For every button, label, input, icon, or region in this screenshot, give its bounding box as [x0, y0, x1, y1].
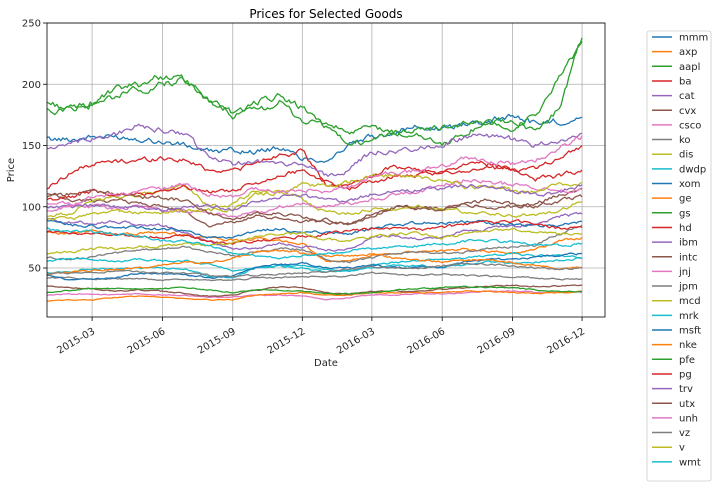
legend-label-intc: intc: [679, 252, 698, 263]
x-tick-label: 2015-06: [126, 326, 168, 356]
series-line-ko: [46, 271, 583, 282]
series-line-dis: [46, 183, 583, 218]
legend-label-dwdp: dwdp: [679, 164, 706, 175]
legend-label-hd: hd: [679, 223, 692, 234]
series-line-ibm: [46, 123, 583, 177]
y-axis-ticks: 50 100 150 200 250: [22, 19, 47, 275]
series-line-wmt: [46, 227, 583, 260]
legend-label-xom: xom: [679, 179, 700, 190]
legend-label-dis: dis: [679, 150, 693, 161]
y-tick-label: 50: [28, 264, 41, 275]
legend-label-ko: ko: [679, 135, 691, 146]
series-line-pfe: [46, 285, 583, 295]
series-line-intc: [46, 284, 583, 298]
series-line-aapl: [46, 37, 583, 137]
x-tick-label: 2016-09: [476, 326, 518, 356]
legend-label-mcd: mcd: [679, 296, 701, 307]
series-line-v: [46, 227, 583, 255]
series-line-gs: [46, 41, 583, 147]
series-line-ge: [46, 290, 583, 302]
series-lines: [46, 37, 583, 302]
legend-label-pg: pg: [679, 369, 692, 380]
plot-frame: [46, 22, 606, 318]
series-line-axp: [46, 229, 583, 263]
legend-label-mmm: mmm: [679, 33, 708, 44]
y-tick-label: 200: [22, 80, 41, 91]
legend-label-utx: utx: [679, 399, 695, 410]
legend-label-trv: trv: [679, 384, 693, 395]
legend-label-nke: nke: [679, 340, 697, 351]
x-tick-label: 2015-09: [196, 326, 238, 356]
series-line-nke: [46, 249, 583, 276]
series-line-utx: [46, 189, 583, 226]
legend-label-v: v: [679, 443, 685, 454]
y-tick-label: 150: [22, 141, 41, 152]
x-tick-label: 2016-03: [335, 326, 377, 356]
series-line-unh: [46, 135, 583, 212]
chart-title: Prices for Selected Goods: [249, 7, 402, 21]
series-line-vz: [46, 262, 583, 278]
legend-label-csco: csco: [679, 120, 701, 131]
y-tick-label: 100: [22, 202, 41, 213]
y-tick-label: 250: [22, 19, 41, 30]
legend-label-mrk: mrk: [679, 311, 699, 322]
series-line-ba: [46, 145, 583, 191]
legend-label-vz: vz: [679, 428, 690, 439]
legend-label-cvx: cvx: [679, 106, 696, 117]
series-line-mmm: [46, 113, 583, 163]
legend-label-jpm: jpm: [678, 282, 698, 293]
series-line-xom: [46, 219, 583, 239]
series-line-msft: [46, 252, 583, 281]
legend-label-aapl: aapl: [679, 62, 700, 73]
legend-label-pfe: pfe: [679, 355, 695, 366]
x-tick-label: 2016-06: [405, 326, 447, 356]
legend-label-ba: ba: [679, 76, 691, 87]
x-tick-label: 2015-03: [55, 326, 97, 356]
legend-label-gs: gs: [679, 208, 691, 219]
legend-label-ibm: ibm: [679, 238, 698, 249]
series-line-jnj: [46, 179, 583, 218]
legend-label-jnj: jnj: [678, 267, 691, 278]
legend-frame: [646, 30, 712, 482]
series-line-cat: [46, 211, 583, 252]
series-line-hd: [46, 160, 583, 201]
series-line-mrk: [46, 251, 583, 273]
legend-label-unh: unh: [679, 413, 698, 424]
x-tick-label: 2016-12: [545, 326, 587, 356]
x-axis-ticks: 2015-03 2015-06 2015-09 2015-12 2016-03 2016-…: [55, 317, 587, 357]
legend-label-ge: ge: [679, 194, 692, 205]
legend-label-wmt: wmt: [679, 457, 701, 468]
series-line-jpm: [46, 224, 583, 264]
y-axis-label: Price: [6, 158, 17, 182]
legend-label-cat: cat: [679, 91, 695, 102]
legend-label-axp: axp: [679, 47, 697, 58]
x-tick-label: 2015-12: [266, 326, 308, 356]
legend-label-msft: msft: [679, 326, 701, 337]
series-line-mcd: [46, 173, 583, 221]
x-axis-label: Date: [314, 358, 338, 369]
legend: mmm axp aapl ba cat cvx csco ko dis dwdp xom ge gs hd…: [646, 30, 712, 482]
series-line-trv: [46, 183, 583, 213]
